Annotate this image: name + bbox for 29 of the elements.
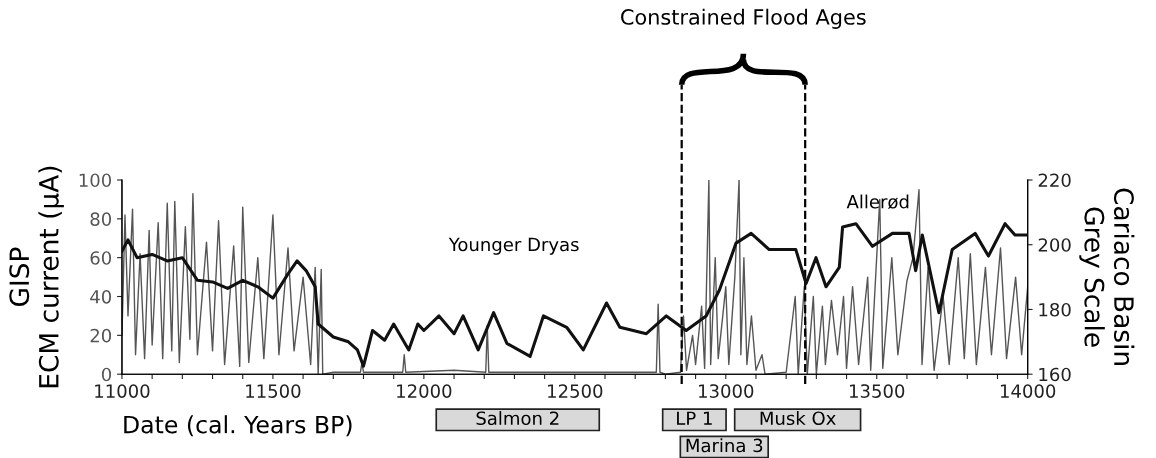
x-tick-label: 12000: [397, 384, 452, 398]
y2-tick-label: 200: [1038, 238, 1071, 252]
text: Musk Ox: [760, 411, 836, 426]
annotation: Allerød: [846, 194, 909, 210]
y2-axis-title: Cariaco Basin Grey Scale: [1079, 188, 1135, 365]
y-tick-label: 60: [90, 251, 112, 265]
y-tick-label: 80: [90, 212, 112, 226]
y2-tick-label: 180: [1039, 302, 1071, 317]
y-tick-label: 40: [90, 289, 112, 304]
x-tick-label: 11500: [246, 384, 301, 398]
x-tick-label: 13000: [699, 384, 754, 398]
y2-tick-label: 160: [1039, 367, 1071, 382]
x-tick-label: 14000: [1000, 384, 1056, 398]
text: Constrained Flood Ages: [621, 8, 866, 29]
text: Salmon 2: [476, 411, 559, 426]
y-tick-label: 0: [101, 367, 112, 382]
text: LP 1: [677, 411, 712, 425]
text: Marina 3: [686, 438, 763, 453]
y2-tick-label: 220: [1038, 173, 1071, 188]
annotation: Younger Dryas: [448, 237, 579, 255]
line-series: [121, 179, 1028, 375]
y-axis-title: GISP ECM current (μA): [9, 166, 64, 388]
x-axis-title: Date (cal. Years BP): [124, 415, 352, 437]
x-tick-label: 12500: [548, 384, 603, 398]
y-tick-label: 20: [90, 328, 112, 343]
x-tick-label: 13500: [849, 384, 905, 398]
line-series: [121, 222, 1028, 368]
y-tick-label: 100: [79, 173, 112, 188]
x-tick-label: 11000: [95, 384, 150, 398]
